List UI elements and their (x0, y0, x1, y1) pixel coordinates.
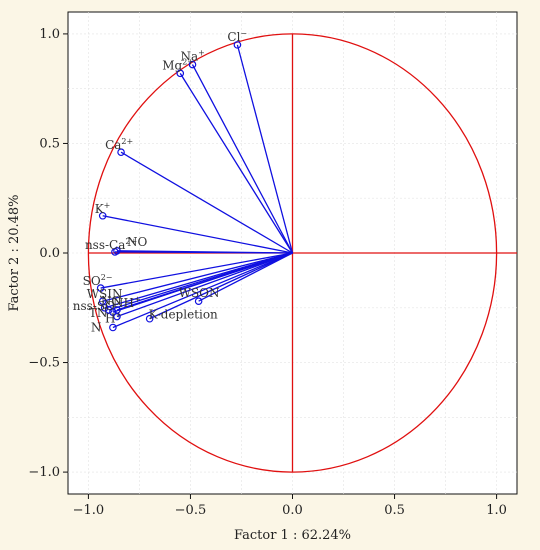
loading-vector (120, 151, 293, 254)
x-tick-label: −0.5 (175, 503, 207, 518)
variable-label: WSIN (87, 287, 123, 301)
loading-point (194, 297, 203, 306)
x-axis-ticks: −1.0 −0.5 0.0 0.5 1.0 (73, 494, 507, 518)
variable-label: Ca2+ (105, 137, 133, 152)
loading-vector (179, 73, 294, 254)
variable-label: Na+ (180, 49, 204, 64)
variable-label: nss-Ca2+ (85, 237, 137, 252)
y-tick-label: 0.5 (39, 136, 60, 151)
loading-point (113, 312, 121, 321)
loading-point (188, 60, 197, 69)
loading-vector (198, 252, 293, 302)
y-tick-label: −1.0 (28, 465, 60, 480)
y-tick-label: 0.0 (39, 246, 60, 261)
loading-point (176, 69, 185, 78)
loading-vector (114, 251, 293, 254)
loading-point (100, 303, 109, 312)
x-tick-label: 0.0 (282, 503, 303, 518)
variable-label: H+ (105, 311, 122, 326)
x-axis-title: Factor 1 : 62.24% (234, 528, 351, 543)
variable-labels: Cl−Na+Mg2+Ca2+K+NOnss-Ca2+SO2−WSINnss-SO… (73, 29, 247, 335)
variable-label: Cl− (227, 29, 247, 44)
loading-vector (112, 252, 293, 313)
loading-vector (102, 215, 293, 254)
loading-point (117, 148, 125, 157)
loading-vector (149, 252, 293, 320)
variable-label: NO (127, 235, 147, 249)
loading-point (98, 211, 107, 220)
variable-label: Mg2+ (162, 57, 194, 72)
variable-label: NO (101, 294, 122, 308)
loading-vectors (96, 41, 294, 332)
loading-vector (100, 252, 293, 289)
loading-point (98, 297, 107, 306)
variable-label: TN (89, 306, 108, 320)
y-axis-ticks: −1.0 −0.5 0.0 0.5 1.0 (28, 27, 68, 480)
y-axis-title: Factor 2 : 20.48% (7, 194, 22, 311)
loading-vector (116, 252, 293, 318)
loading-vector (236, 44, 294, 254)
loading-vector (102, 252, 293, 302)
unit-circle (87, 33, 498, 473)
loading-vector (112, 252, 293, 329)
y-tick-label: 1.0 (39, 27, 60, 42)
y-tick-label: −0.5 (28, 356, 60, 371)
x-tick-label: 1.0 (486, 503, 507, 518)
loading-point (96, 284, 105, 292)
variable-label: nss-SO (73, 299, 115, 313)
loading-point (109, 323, 117, 332)
variable-label: NH+ (113, 295, 141, 310)
variable-label: SO2− (83, 273, 113, 288)
loading-point (233, 41, 242, 49)
variable-label: N (91, 320, 102, 334)
variable-label: K+ (95, 201, 111, 216)
variable-label: WSON (179, 286, 220, 300)
loading-point (111, 248, 119, 256)
loading-point (145, 314, 154, 323)
loading-point (109, 308, 117, 316)
variable-label: K-depletion (149, 308, 218, 322)
unit-circle-group (87, 33, 498, 473)
x-tick-label: 0.5 (384, 503, 405, 518)
x-tick-label: −1.0 (73, 503, 105, 518)
loading-point (105, 306, 113, 314)
loading-vector (191, 64, 294, 254)
